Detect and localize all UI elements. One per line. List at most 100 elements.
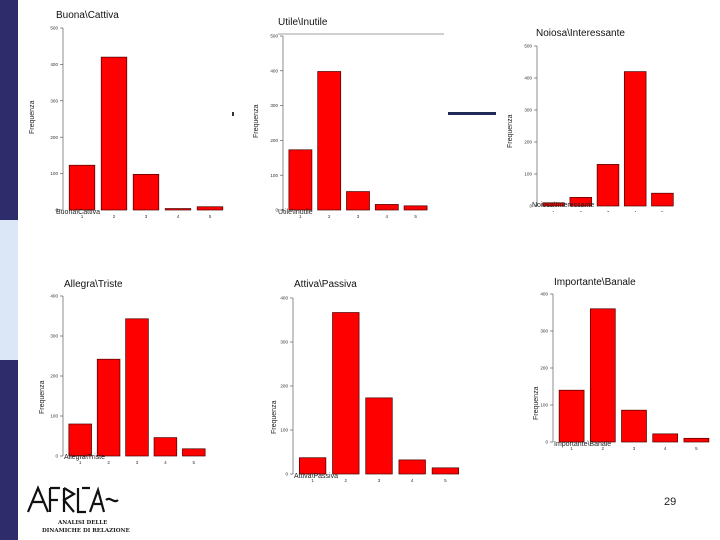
y-tick-label: 100	[50, 171, 58, 176]
chart-title: Attiva\Passiva	[294, 279, 357, 290]
x-tick-label: 2	[602, 446, 605, 451]
bar-3	[365, 397, 393, 475]
y-tick-label: 200	[524, 140, 532, 145]
bar-5	[182, 448, 206, 457]
x-axis-label: Importante\Banale	[554, 441, 611, 448]
bar-5	[196, 206, 224, 211]
logo: ANALISI DELLE DINAMICHE DI RELAZIONE	[26, 485, 130, 534]
bar-1	[558, 389, 585, 443]
x-tick-label: 3	[136, 460, 139, 465]
y-tick-label: 100	[280, 428, 288, 433]
decorative-dot	[232, 112, 234, 116]
y-tick-label: 0	[285, 472, 288, 477]
bar-1	[68, 423, 92, 457]
bar-1	[288, 149, 313, 211]
x-tick-label: 2	[580, 210, 583, 212]
bar-2	[100, 56, 128, 211]
y-tick-label: 300	[280, 340, 288, 345]
chart-title: Importante\Banale	[554, 277, 636, 288]
y-tick-label: 100	[50, 414, 58, 419]
bar-2	[96, 358, 121, 457]
x-axis-label: Noiosa\Interessante	[532, 202, 594, 209]
x-tick-label: 5	[414, 214, 417, 218]
decorative-dash	[448, 112, 496, 115]
chart-title: Buona\Cattiva	[56, 10, 119, 21]
chart-allegra-triste: Allegra\Triste 0 100 200 300 400 1 2 3 4 5 Allegra\…	[39, 279, 206, 465]
x-tick-label: 1	[79, 460, 82, 465]
y-tick-label: 0	[55, 454, 58, 459]
y-tick-label: 400	[50, 294, 58, 299]
x-axis-label: Attiva\Passiva	[294, 473, 338, 480]
bar-4	[153, 437, 178, 457]
chart-title: Allegra\Triste	[64, 279, 123, 290]
y-axis-label: Frequenza	[253, 104, 260, 138]
bar-4	[652, 433, 679, 443]
bar-2	[589, 308, 616, 443]
x-tick-label: 4	[664, 446, 667, 451]
y-tick-label: 400	[280, 296, 288, 301]
bar-3	[346, 191, 370, 211]
y-tick-label: 500	[50, 26, 58, 31]
bar-1	[298, 457, 327, 475]
x-tick-label: 4	[386, 214, 389, 218]
x-tick-label: 4	[411, 478, 414, 483]
x-tick-label: 5	[193, 460, 196, 465]
x-tick-label: 3	[378, 478, 381, 483]
bar-4	[623, 71, 647, 207]
bar-2	[332, 312, 360, 475]
x-tick-label: 2	[328, 214, 331, 218]
x-tick-label: 3	[607, 210, 610, 212]
x-axis-label: Allegra\Triste	[64, 454, 105, 461]
y-tick-label: 300	[50, 334, 58, 339]
logo-line-1: ANALISI DELLE	[57, 520, 107, 526]
x-axis-label: Buona\Cattiva	[56, 209, 100, 216]
bar-4	[164, 208, 192, 211]
y-axis-label: Frequenza	[29, 100, 36, 134]
bar-5	[431, 467, 460, 475]
bar-3	[125, 318, 149, 457]
y-axis-label: Frequenza	[533, 386, 540, 420]
y-tick-label: 200	[280, 384, 288, 389]
bar-3	[596, 164, 620, 207]
y-tick-label: 400	[50, 62, 58, 67]
logo-line-2: DINAMICHE DI RELAZIONE	[42, 528, 130, 534]
bar-5	[651, 192, 674, 207]
x-tick-label: 4	[177, 214, 180, 218]
y-tick-label: 200	[270, 138, 278, 143]
x-tick-label: 2	[345, 478, 348, 483]
y-tick-label: 100	[270, 173, 278, 178]
chart-attiva-passiva: Attiva\Passiva 0 100 200 300 400 1 2 3 4 5 Attiva\P…	[271, 279, 460, 483]
x-tick-label: 4	[164, 460, 167, 465]
x-tick-label: 3	[633, 446, 636, 451]
x-tick-label: 3	[357, 214, 360, 218]
y-tick-label: 400	[270, 68, 278, 73]
x-tick-label: 5	[209, 214, 212, 218]
y-tick-label: 200	[540, 366, 548, 371]
x-tick-label: 2	[113, 214, 116, 218]
bar-1	[68, 164, 96, 211]
x-tick-label: 1	[81, 214, 84, 218]
y-tick-label: 300	[270, 103, 278, 108]
y-tick-label: 400	[524, 76, 532, 81]
y-tick-label: 0	[529, 204, 532, 209]
y-tick-label: 0	[55, 208, 58, 213]
y-tick-label: 300	[524, 108, 532, 113]
y-tick-label: 100	[540, 403, 548, 408]
y-tick-label: 500	[524, 44, 532, 49]
y-tick-label: 400	[540, 292, 548, 297]
x-tick-label: 1	[552, 210, 555, 212]
chart-importante-banale: Importante\Banale 0 100 200 300 400 1 2 3 4 5 Impor…	[533, 277, 710, 451]
y-tick-label: 0	[545, 440, 548, 445]
y-tick-label: 100	[524, 172, 532, 177]
x-tick-label: 5	[661, 210, 664, 212]
x-tick-label: 1	[311, 478, 314, 483]
chart-title: Utile\Inutile	[278, 17, 328, 28]
bar-3	[621, 409, 647, 443]
x-tick-label: 4	[634, 210, 637, 212]
bar-2	[569, 197, 593, 207]
bar-5	[683, 437, 710, 443]
bar-1	[542, 202, 565, 207]
